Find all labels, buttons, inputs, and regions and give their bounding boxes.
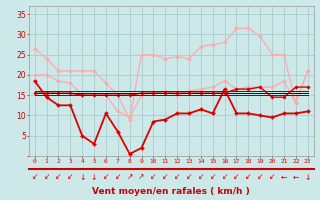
Text: ↙: ↙ — [198, 172, 204, 182]
Text: ←: ← — [292, 172, 299, 182]
Text: ↙: ↙ — [257, 172, 263, 182]
Text: ↙: ↙ — [67, 172, 74, 182]
Text: ↓: ↓ — [304, 172, 311, 182]
Text: ↙: ↙ — [55, 172, 62, 182]
Text: ↙: ↙ — [115, 172, 121, 182]
Text: ↙: ↙ — [44, 172, 50, 182]
Text: ↙: ↙ — [269, 172, 275, 182]
Text: ↓: ↓ — [91, 172, 97, 182]
Text: ↙: ↙ — [174, 172, 180, 182]
Text: ↙: ↙ — [210, 172, 216, 182]
Text: ↙: ↙ — [103, 172, 109, 182]
Text: ↙: ↙ — [32, 172, 38, 182]
Text: ↙: ↙ — [221, 172, 228, 182]
Text: ↗: ↗ — [126, 172, 133, 182]
Text: ↙: ↙ — [245, 172, 252, 182]
Text: ↙: ↙ — [186, 172, 192, 182]
Text: ←: ← — [281, 172, 287, 182]
Text: ↙: ↙ — [150, 172, 156, 182]
Text: ↙: ↙ — [162, 172, 168, 182]
Text: ↗: ↗ — [138, 172, 145, 182]
Text: ↓: ↓ — [79, 172, 85, 182]
Text: Vent moyen/en rafales ( km/h ): Vent moyen/en rafales ( km/h ) — [92, 186, 250, 196]
Text: ↙: ↙ — [233, 172, 240, 182]
